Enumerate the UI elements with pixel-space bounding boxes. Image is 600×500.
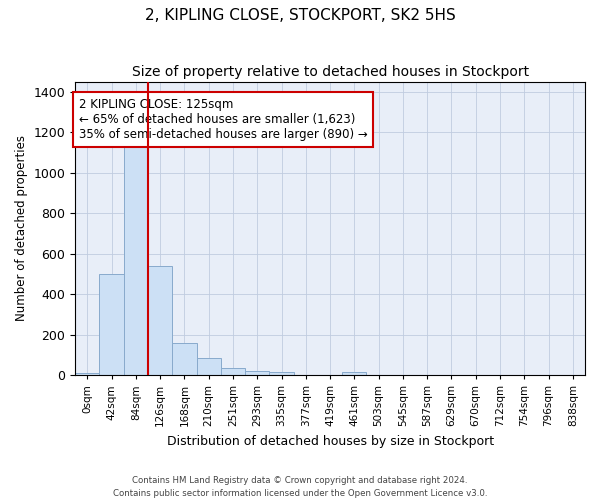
Text: 2 KIPLING CLOSE: 125sqm
← 65% of detached houses are smaller (1,623)
35% of semi: 2 KIPLING CLOSE: 125sqm ← 65% of detache…	[79, 98, 368, 140]
Bar	[124, 142, 148, 375]
Bar	[148, 266, 172, 375]
Bar	[100, 274, 124, 375]
Bar	[342, 372, 367, 375]
Bar	[172, 342, 197, 375]
Bar	[197, 358, 221, 375]
Title: Size of property relative to detached houses in Stockport: Size of property relative to detached ho…	[131, 65, 529, 79]
Bar	[245, 370, 269, 375]
Text: Contains HM Land Registry data © Crown copyright and database right 2024.
Contai: Contains HM Land Registry data © Crown c…	[113, 476, 487, 498]
Bar	[75, 372, 100, 375]
Bar	[221, 368, 245, 375]
X-axis label: Distribution of detached houses by size in Stockport: Distribution of detached houses by size …	[167, 434, 494, 448]
Y-axis label: Number of detached properties: Number of detached properties	[15, 136, 28, 322]
Bar	[269, 372, 293, 375]
Text: 2, KIPLING CLOSE, STOCKPORT, SK2 5HS: 2, KIPLING CLOSE, STOCKPORT, SK2 5HS	[145, 8, 455, 22]
